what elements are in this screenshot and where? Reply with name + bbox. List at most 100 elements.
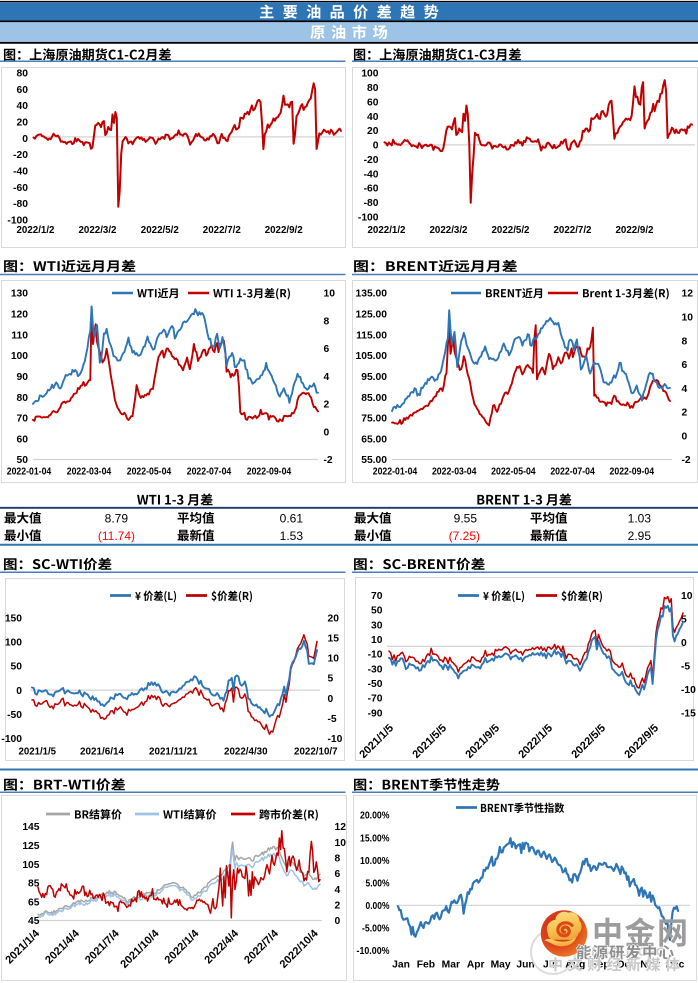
svg-text:10.00%: 10.00%: [360, 856, 390, 867]
svg-text:2022-03-04: 2022-03-04: [67, 467, 112, 478]
svg-text:2022/1/2: 2022/1/2: [368, 225, 406, 236]
svg-text:2: 2: [682, 408, 688, 419]
svg-text:70: 70: [371, 591, 383, 602]
svg-text:0: 0: [335, 916, 341, 927]
svg-text:8: 8: [335, 854, 341, 865]
svg-text:30: 30: [371, 620, 383, 631]
svg-text:145: 145: [22, 822, 39, 833]
svg-text:2022/10/7: 2022/10/7: [294, 747, 338, 758]
svg-text:-100: -100: [358, 213, 379, 224]
svg-text:-90: -90: [368, 708, 383, 719]
svg-text:6: 6: [324, 344, 330, 355]
svg-text:-30: -30: [368, 664, 383, 675]
svg-text:120: 120: [11, 310, 28, 321]
svg-text:1.53: 1.53: [280, 529, 304, 543]
svg-text:-50: -50: [368, 679, 383, 690]
svg-text:40: 40: [367, 112, 379, 123]
svg-text:2.95: 2.95: [628, 529, 652, 543]
svg-text:15.00%: 15.00%: [360, 833, 390, 844]
svg-text:-5: -5: [328, 714, 337, 725]
svg-text:2022/1/2: 2022/1/2: [17, 225, 55, 236]
svg-text:20: 20: [367, 126, 379, 137]
svg-text:Jun: Jun: [516, 960, 534, 971]
svg-text:10: 10: [682, 313, 694, 324]
svg-text:90: 90: [17, 372, 29, 383]
svg-text:2021/1/5: 2021/1/5: [19, 747, 57, 758]
svg-text:2022-01-04: 2022-01-04: [373, 467, 418, 478]
svg-text:-10: -10: [368, 650, 383, 661]
svg-text:(7.25): (7.25): [449, 529, 480, 543]
svg-text:2022-01-04: 2022-01-04: [7, 467, 52, 478]
svg-text:5: 5: [328, 674, 334, 685]
svg-text:2022/7/2: 2022/7/2: [203, 225, 241, 236]
svg-text:135.00: 135.00: [356, 289, 388, 300]
svg-text:55.00: 55.00: [361, 455, 387, 466]
svg-text:0: 0: [373, 141, 379, 152]
svg-text:-5: -5: [681, 661, 690, 672]
svg-text:130: 130: [11, 289, 28, 300]
svg-text:May: May: [491, 960, 511, 971]
svg-text:-80: -80: [13, 199, 28, 210]
svg-text:100: 100: [361, 69, 378, 80]
svg-text:-20: -20: [13, 150, 28, 161]
svg-text:150: 150: [5, 613, 22, 624]
svg-text:-10: -10: [328, 734, 343, 745]
svg-text:80: 80: [367, 83, 379, 94]
svg-text:0: 0: [328, 694, 334, 705]
svg-text:2022-09-04: 2022-09-04: [610, 467, 655, 478]
svg-text:15: 15: [328, 633, 340, 644]
svg-text:10: 10: [324, 289, 336, 300]
svg-text:Jan: Jan: [392, 960, 410, 971]
svg-text:125: 125: [22, 841, 39, 852]
svg-text:-40: -40: [364, 169, 379, 180]
svg-text:2021/6/14: 2021/6/14: [80, 747, 124, 758]
svg-text:100: 100: [11, 351, 28, 362]
svg-text:5: 5: [681, 614, 687, 625]
svg-text:60: 60: [17, 434, 29, 445]
svg-text:0: 0: [682, 431, 688, 442]
svg-text:10: 10: [335, 838, 347, 849]
svg-text:Oct: Oct: [617, 960, 635, 971]
svg-text:-2: -2: [682, 455, 691, 466]
svg-text:2022/5/2: 2022/5/2: [492, 225, 530, 236]
svg-text:-20: -20: [364, 155, 379, 166]
svg-text:0: 0: [324, 427, 330, 438]
svg-text:2022/7/2: 2022/7/2: [554, 225, 592, 236]
svg-text:80: 80: [17, 69, 29, 80]
svg-text:10: 10: [371, 635, 383, 646]
svg-text:-100: -100: [1, 734, 22, 745]
svg-text:Apr: Apr: [467, 960, 485, 971]
svg-text:2022-07-04: 2022-07-04: [187, 467, 232, 478]
svg-text:-80: -80: [364, 198, 379, 209]
svg-text:-10: -10: [681, 685, 696, 696]
svg-text:115.00: 115.00: [356, 330, 387, 341]
svg-text:-100: -100: [7, 215, 28, 226]
svg-text:65: 65: [28, 897, 40, 908]
svg-text:2022-05-04: 2022-05-04: [127, 467, 172, 478]
svg-text:2022/9/2: 2022/9/2: [265, 225, 303, 236]
svg-text:8: 8: [682, 336, 688, 347]
svg-text:Mar: Mar: [442, 960, 460, 971]
svg-text:80: 80: [17, 393, 29, 404]
svg-text:0.61: 0.61: [280, 512, 304, 526]
svg-text:-60: -60: [364, 184, 379, 195]
svg-text:12: 12: [335, 822, 347, 833]
svg-text:125.00: 125.00: [356, 310, 388, 321]
svg-text:20.00%: 20.00%: [360, 811, 390, 822]
svg-text:0: 0: [16, 686, 22, 697]
svg-text:2022-09-04: 2022-09-04: [247, 467, 292, 478]
svg-text:6: 6: [335, 869, 341, 880]
svg-text:(11.74): (11.74): [98, 529, 135, 543]
svg-text:2021/11/21: 2021/11/21: [149, 747, 198, 758]
svg-text:10: 10: [328, 654, 340, 665]
svg-text:2022/5/2: 2022/5/2: [141, 225, 179, 236]
svg-text:-10.00%: -10.00%: [357, 946, 390, 957]
svg-text:95.00: 95.00: [361, 372, 387, 383]
svg-text:-5.00%: -5.00%: [362, 924, 390, 935]
svg-text:9.55: 9.55: [454, 512, 478, 526]
svg-text:2022/4/30: 2022/4/30: [224, 747, 268, 758]
svg-text:0: 0: [22, 134, 28, 145]
svg-text:60: 60: [367, 98, 379, 109]
svg-text:60: 60: [17, 85, 29, 96]
svg-text:5.00%: 5.00%: [366, 878, 390, 889]
